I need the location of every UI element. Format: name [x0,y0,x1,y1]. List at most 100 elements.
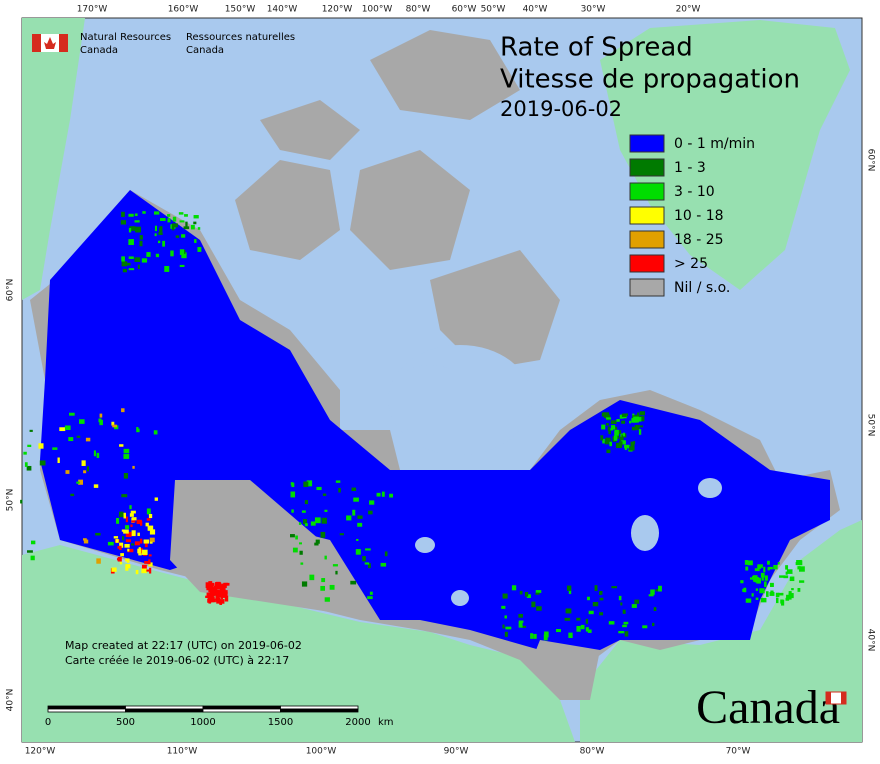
fire-pixel [634,424,640,431]
fire-pixel [301,510,306,513]
fire-pixel [117,556,122,562]
fire-pixel [530,633,534,639]
fire-pixel [381,491,385,497]
fire-pixel [23,451,27,455]
fire-pixel [205,595,211,599]
fire-pixel [314,517,321,524]
fire-pixel [799,560,803,566]
scale-segment [125,708,204,713]
fire-pixel [86,466,89,472]
fire-pixel [606,449,611,454]
fire-pixel [124,262,131,266]
wordmark-flag [826,692,831,704]
fire-pixel [112,424,117,428]
fire-pixel [143,539,150,544]
fire-pixel [795,562,801,566]
fire-pixel [599,592,602,595]
fire-pixel [320,531,326,538]
fire-pixel [335,480,341,483]
graticule-label: 20°W [676,5,701,15]
fire-pixel [134,541,140,546]
fire-pixel [148,562,153,567]
fire-pixel [362,556,366,562]
fire-pixel [622,432,625,437]
fire-pixel [585,627,589,632]
fire-pixel [171,225,175,231]
fire-pixel [620,602,623,606]
fire-pixel [179,220,185,223]
fire-pixel [633,416,639,423]
graticule-label: 50°N [6,489,16,512]
scale-segment [280,708,359,713]
fire-pixel [134,213,138,217]
fire-area [40,190,830,660]
fire-pixel [20,499,23,504]
fire-pixel [621,434,624,439]
fire-pixel [99,419,103,426]
fire-pixel [369,591,373,595]
fire-pixel [141,258,148,263]
flag-bar [59,34,68,52]
usa [22,545,575,742]
fire-pixel [604,440,610,445]
fire-pixel [763,566,766,573]
fire-pixel [131,543,135,546]
fire-pixel [623,621,629,625]
fire-pixel [138,547,141,551]
fire-pixel [127,548,130,552]
fire-pixel [144,560,149,564]
fire-pixel [531,601,536,608]
graticule-label: 170°W [77,5,108,15]
fire-pixel [223,590,228,595]
fire-pixel [205,582,211,589]
fire-pixel [116,517,120,524]
fire-pixel [764,575,768,581]
fire-pixel [93,450,96,457]
fire-pixel [524,592,529,597]
fire-pixel [511,585,517,591]
fire-pixel [213,589,219,596]
fire-pixel [111,567,117,572]
fire-pixel [658,585,662,592]
fire-pixel [223,584,227,589]
fire-pixel [621,440,626,445]
lake [451,590,469,606]
fire-pixel [194,239,197,243]
fire-pixel [783,575,789,579]
fire-pixel [760,597,767,603]
fire-pixel [767,566,773,570]
legend: 0 - 1 m/min 1 - 3 3 - 10 10 - 18 18 - 25 > 25… [629,134,755,297]
fire-pixel [302,519,308,525]
fire-pixel [221,592,226,598]
fire-pixel [614,426,618,430]
graticule-label: 50°W [481,5,506,15]
fire-pixel [126,558,130,563]
wordmark-flag [841,692,846,704]
lake [631,515,659,551]
fire-pixel [83,470,87,474]
fire-pixel [321,517,327,524]
fire-pixel [208,582,211,587]
fire-pixel [27,550,33,553]
fire-pixel [123,529,129,534]
graticule-label: 160°W [168,5,199,15]
fire-pixel [357,522,363,527]
island [260,100,360,160]
fire-pixel [29,429,33,432]
island [235,160,340,260]
fire-pixel [125,564,131,569]
fire-pixel [608,621,615,625]
fire-pixel [299,542,302,545]
fire-pixel [139,235,143,240]
fire-pixel [758,565,762,569]
lake [698,478,722,498]
fire-pixel [148,514,153,519]
fire-pixel [316,486,322,491]
fire-pixel [619,436,624,441]
fire-pixel [536,606,542,611]
wordmark: Canada [696,681,840,734]
fire-pixel [119,561,123,565]
legend-label: 3 - 10 [674,184,715,200]
fire-pixel [128,213,134,217]
fire-pixel [315,539,320,544]
